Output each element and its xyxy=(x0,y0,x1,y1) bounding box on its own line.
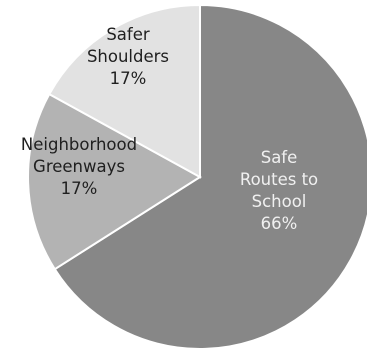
slice-label-line: Shoulders xyxy=(87,47,169,66)
slice-label-line: 17% xyxy=(110,69,147,88)
slice-safer-shoulders xyxy=(47,3,201,179)
slice-label-line: 17% xyxy=(61,179,98,198)
slice-label-line: 66% xyxy=(261,214,298,233)
slice-label-line: Neighborhood xyxy=(21,135,137,154)
slice-label-line: Greenways xyxy=(33,157,125,176)
slice-label-line: Routes to xyxy=(240,170,318,189)
pie-labels: Safe Routes to School 66% Neighborhood Greenw… xyxy=(21,25,318,233)
slice-neighborhood-greenways xyxy=(27,92,202,271)
slice-safe-routes-to-school xyxy=(53,3,367,350)
pie-slices xyxy=(27,3,367,350)
slice-label-line: School xyxy=(252,192,307,211)
slice-label-neighborhood-greenways: Neighborhood Greenways 17% xyxy=(21,135,137,198)
slice-label-safe-routes-to-school: Safe Routes to School 66% xyxy=(240,148,318,233)
slice-label-line: Safer xyxy=(106,25,150,44)
slice-label-safer-shoulders: Safer Shoulders 17% xyxy=(87,25,169,88)
slice-label-line: Safe xyxy=(261,148,298,167)
